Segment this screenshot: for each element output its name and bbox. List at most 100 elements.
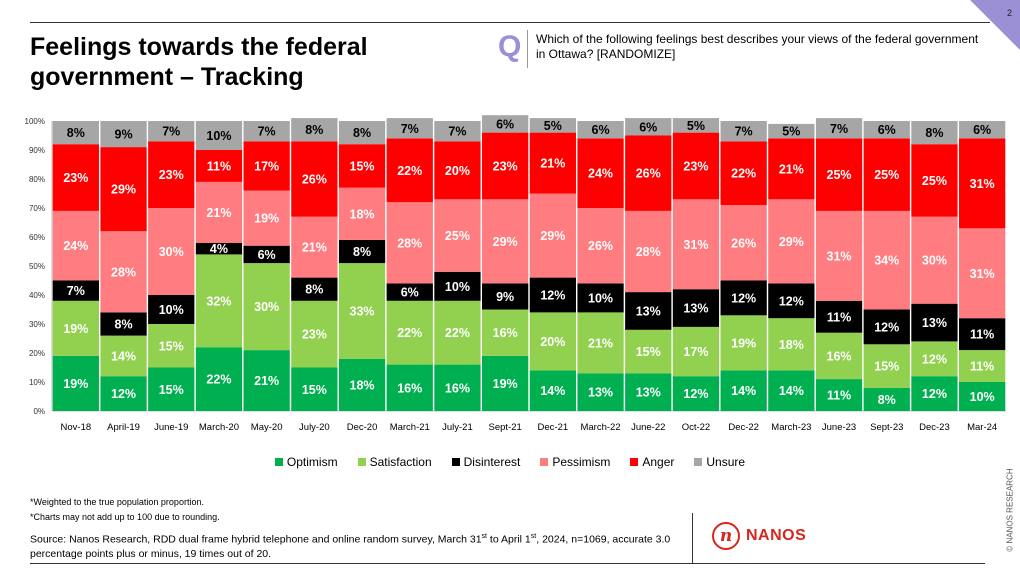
legend-item-optimism: Optimism: [274, 455, 338, 469]
data-label-satisfaction: 19%: [63, 322, 88, 336]
bar-segment-optimism: [195, 347, 243, 411]
data-label-disinterest: 13%: [922, 316, 947, 330]
bar-segment-anger: [100, 147, 147, 232]
legend-label: Pessimism: [552, 455, 611, 469]
y-tick-label: 90%: [29, 146, 45, 155]
bar-segment-optimism: [100, 376, 147, 411]
legend-swatch: [451, 458, 460, 466]
bar-segment-anger: [529, 132, 576, 194]
bar-segment-optimism: [291, 367, 338, 411]
bar-segment-pessimism: [52, 210, 99, 281]
bar-segment-optimism: [52, 355, 99, 411]
bar-segment-unsure: [911, 121, 958, 145]
x-tick-label: June-22: [631, 422, 665, 433]
data-label-pessimism: 29%: [779, 235, 804, 249]
legend-swatch: [694, 458, 703, 466]
bar-segment-optimism: [720, 370, 767, 411]
data-label-optimism: 12%: [683, 387, 708, 401]
bar-segment-optimism: [672, 376, 720, 411]
bar-segment-optimism: [482, 355, 529, 411]
x-tick-label: March-23: [771, 422, 811, 433]
bar-segment-unsure: [338, 121, 386, 145]
data-label-pessimism: 29%: [493, 235, 518, 249]
data-label-unsure: 6%: [973, 123, 991, 137]
x-tick-label: Dec-20: [347, 422, 378, 433]
data-label-unsure: 5%: [687, 119, 705, 133]
data-label-anger: 21%: [540, 157, 565, 171]
data-label-satisfaction: 17%: [683, 345, 708, 359]
data-label-optimism: 21%: [254, 374, 279, 388]
page-title: Feelings towards the federal government …: [30, 33, 368, 91]
data-label-disinterest: 7%: [67, 284, 85, 298]
data-label-satisfaction: 16%: [827, 349, 852, 363]
bar-segment-optimism: [338, 358, 386, 411]
data-label-pessimism: 25%: [445, 229, 470, 243]
data-label-satisfaction: 11%: [970, 360, 994, 374]
bar-segment-satisfaction: [338, 263, 386, 359]
bar-segment-optimism: [625, 373, 672, 411]
bar-segment-disinterest: [100, 312, 147, 336]
data-label-disinterest: 6%: [401, 286, 419, 300]
x-tick-label: March-22: [580, 422, 620, 433]
bar-segment-unsure: [434, 121, 481, 142]
data-label-pessimism: 21%: [206, 206, 231, 220]
data-label-anger: 25%: [874, 168, 899, 182]
data-label-pessimism: 24%: [63, 239, 88, 253]
bar-segment-pessimism: [482, 199, 529, 284]
legend-item-pessimism: Pessimism: [540, 455, 610, 469]
data-label-anger: 23%: [493, 159, 518, 173]
source-note: Source: Nanos Research, RDD dual frame h…: [30, 530, 675, 561]
x-tick-label: Nov-18: [61, 422, 92, 433]
data-label-pessimism: 31%: [970, 267, 995, 281]
bar-segment-disinterest: [291, 277, 338, 301]
data-label-anger: 17%: [254, 159, 279, 173]
legend-label: Satisfaction: [369, 455, 432, 469]
bar-segment-disinterest: [434, 271, 481, 301]
bar-segment-unsure: [672, 118, 720, 133]
bar-segment-disinterest: [529, 277, 576, 313]
question-text: Which of the following feelings best des…: [536, 32, 979, 61]
data-label-unsure: 5%: [544, 119, 562, 133]
bar-segment-satisfaction: [768, 318, 815, 371]
bar-segment-disinterest: [148, 295, 195, 324]
data-label-disinterest: 8%: [305, 283, 323, 297]
data-label-disinterest: 10%: [159, 303, 184, 317]
y-tick-label: 80%: [29, 175, 45, 184]
y-tick-label: 60%: [29, 233, 45, 242]
bar-segment-satisfaction: [243, 263, 290, 351]
bar-segment-satisfaction: [625, 329, 672, 374]
question-marker: Q: [498, 30, 522, 63]
data-label-satisfaction: 15%: [636, 345, 661, 359]
data-label-anger: 25%: [827, 168, 852, 182]
y-tick-label: 50%: [29, 262, 45, 271]
bar-segment-unsure: [386, 118, 433, 139]
bar-segment-disinterest: [768, 283, 815, 319]
data-label-disinterest: 12%: [874, 320, 899, 334]
data-label-anger: 24%: [588, 167, 613, 181]
footer-divider: [692, 513, 693, 563]
data-label-disinterest: 13%: [683, 302, 708, 316]
title-rule: [30, 22, 990, 23]
data-label-optimism: 10%: [970, 390, 995, 404]
data-label-satisfaction: 21%: [588, 336, 613, 350]
bar-segment-disinterest: [386, 283, 433, 301]
bar-segment-satisfaction: [959, 350, 1006, 382]
x-tick-label: June-19: [154, 422, 188, 433]
bar-segment-anger: [815, 138, 863, 211]
source-sup-2: st: [530, 533, 537, 540]
legend-label: Disinterest: [463, 455, 521, 469]
data-label-unsure: 10%: [206, 129, 231, 143]
bar-segment-disinterest: [338, 239, 386, 264]
data-label-anger: 15%: [350, 159, 375, 173]
data-label-satisfaction: 14%: [111, 349, 136, 363]
data-label-optimism: 14%: [540, 384, 565, 398]
data-label-disinterest: 9%: [496, 290, 514, 304]
data-label-unsure: 7%: [258, 125, 276, 139]
data-label-unsure: 8%: [353, 126, 371, 140]
data-label-unsure: 7%: [448, 125, 466, 139]
bar-segment-satisfaction: [434, 300, 481, 365]
chart-legend: Optimism Satisfaction Disinterest Pessimism…: [0, 455, 1020, 469]
y-tick-label: 100%: [25, 117, 45, 126]
data-label-disinterest: 10%: [445, 280, 470, 294]
data-label-anger: 23%: [683, 159, 708, 173]
